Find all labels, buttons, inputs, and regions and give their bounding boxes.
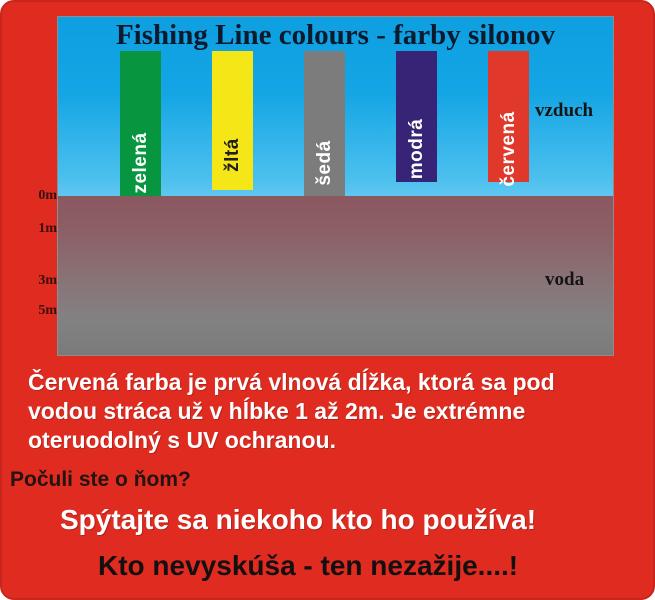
question-text: Počuli ste o ňom? xyxy=(10,468,191,491)
caption-line-2: vodou stráca už v hĺbke 1 až 2m. Je extr… xyxy=(28,398,526,424)
water-overlay xyxy=(58,196,613,355)
caption-block: Červená farba je prvá vlnová dĺžka, ktor… xyxy=(28,368,628,455)
bar-label-seda: šedá xyxy=(313,140,335,186)
bar-zlta: žltá xyxy=(212,51,253,190)
bar-cervena: červená xyxy=(488,51,529,187)
bar-label-modra: modrá xyxy=(405,118,427,180)
caption-line-1: Červená farba je prvá vlnová dĺžka, ktor… xyxy=(28,369,555,395)
zone-label-water: voda xyxy=(545,269,585,290)
bar-label-zlta: žltá xyxy=(221,138,243,172)
closing-text: Kto nevyskúša - ten nezažije....! xyxy=(98,550,519,581)
bar-label-cervena: červená xyxy=(497,111,519,187)
page-title: Fishing Line colours - farby silonov xyxy=(115,19,556,51)
bar-zelena: zelená xyxy=(120,51,161,196)
zone-label-air: vzduch xyxy=(535,100,594,121)
call-to-action-text: Spýtajte sa niekoho kto ho používa! xyxy=(60,504,537,535)
depth-tick-0m: 0m xyxy=(38,188,57,203)
caption-line-3: oteruodolný s UV ochranou. xyxy=(28,427,336,453)
depth-tick-3m: 3m xyxy=(38,273,57,288)
bar-seda: šedá xyxy=(304,51,345,196)
chart-panel: Fishing Line colours - farby silonov zel… xyxy=(57,16,614,356)
depth-tick-1m: 1m xyxy=(38,221,57,236)
depth-tick-5m: 5m xyxy=(38,303,57,318)
bar-label-zelena: zelená xyxy=(129,132,151,194)
bar-modra: modrá xyxy=(396,51,437,182)
